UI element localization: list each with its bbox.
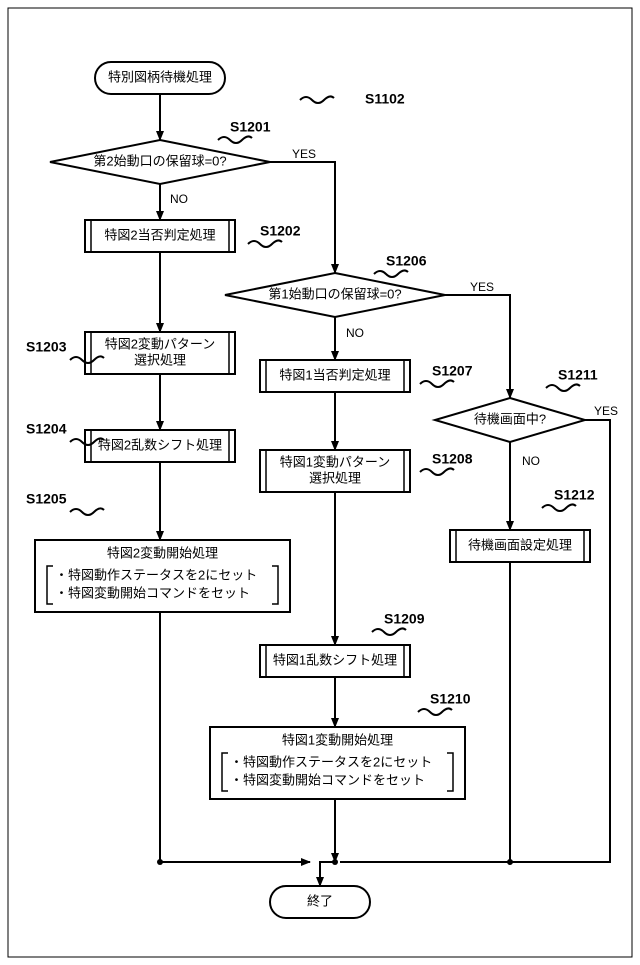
svg-text:特別図柄待機処理: 特別図柄待機処理 bbox=[108, 69, 212, 84]
svg-text:第1始動口の保留球=0?: 第1始動口の保留球=0? bbox=[268, 286, 401, 301]
process-p1203: 特図2変動パターン選択処理 bbox=[85, 332, 235, 374]
flow-arrow bbox=[340, 562, 510, 862]
process-p1202: 特図2当否判定処理 bbox=[85, 220, 235, 252]
svg-text:S1207: S1207 bbox=[432, 363, 473, 379]
squiggle bbox=[374, 270, 408, 277]
squiggle bbox=[248, 240, 282, 247]
svg-text:選択処理: 選択処理 bbox=[309, 470, 361, 485]
squiggle bbox=[372, 628, 406, 635]
squiggle bbox=[218, 136, 252, 143]
svg-text:NO: NO bbox=[170, 192, 188, 206]
svg-text:S1201: S1201 bbox=[230, 119, 271, 135]
squiggle bbox=[420, 468, 454, 475]
svg-text:特図2乱数シフト処理: 特図2乱数シフト処理 bbox=[98, 437, 222, 452]
svg-text:特図2当否判定処理: 特図2当否判定処理 bbox=[104, 227, 215, 242]
svg-text:特図1乱数シフト処理: 特図1乱数シフト処理 bbox=[273, 652, 397, 667]
svg-text:S1212: S1212 bbox=[554, 487, 595, 503]
svg-text:S1205: S1205 bbox=[26, 491, 67, 507]
svg-text:特図1変動パターン: 特図1変動パターン bbox=[280, 454, 391, 469]
process-p1207: 特図1当否判定処理 bbox=[260, 360, 410, 392]
svg-text:終了: 終了 bbox=[307, 893, 333, 908]
svg-text:S1204: S1204 bbox=[26, 421, 67, 437]
process-p1210: 特図1変動開始処理・特図動作ステータスを2にセット・特図変動開始コマンドをセット bbox=[210, 727, 465, 799]
svg-text:S1203: S1203 bbox=[26, 339, 67, 355]
process-p1208: 特図1変動パターン選択処理 bbox=[260, 450, 410, 492]
squiggle bbox=[418, 708, 452, 715]
process-p1212: 待機画面設定処理 bbox=[450, 530, 590, 562]
squiggle bbox=[420, 380, 454, 387]
svg-text:NO: NO bbox=[522, 454, 540, 468]
flowchart: 特別図柄待機処理終了 第2始動口の保留球=0? 第1始動口の保留球=0? 待機画面中?… bbox=[0, 0, 640, 965]
svg-text:S1210: S1210 bbox=[430, 691, 471, 707]
squiggle bbox=[300, 96, 334, 103]
svg-text:待機画面中?: 待機画面中? bbox=[474, 411, 546, 426]
svg-text:YES: YES bbox=[292, 147, 316, 161]
svg-text:S1209: S1209 bbox=[384, 611, 425, 627]
squiggle bbox=[70, 508, 104, 515]
flow-arrow bbox=[270, 162, 335, 273]
svg-text:特図1当否判定処理: 特図1当否判定処理 bbox=[279, 367, 390, 382]
svg-text:・特図変動開始コマンドをセット: ・特図変動開始コマンドをセット bbox=[55, 585, 250, 600]
squiggle bbox=[542, 504, 576, 511]
svg-text:・特図動作ステータスを2にセット: ・特図動作ステータスを2にセット bbox=[55, 567, 257, 582]
svg-text:待機画面設定処理: 待機画面設定処理 bbox=[468, 537, 572, 552]
svg-text:第2始動口の保留球=0?: 第2始動口の保留球=0? bbox=[93, 153, 226, 168]
svg-text:特図2変動開始処理: 特図2変動開始処理 bbox=[107, 545, 218, 560]
svg-text:特図2変動パターン: 特図2変動パターン bbox=[105, 336, 216, 351]
svg-text:YES: YES bbox=[594, 404, 618, 418]
svg-text:S1102: S1102 bbox=[365, 91, 405, 107]
svg-text:特図1変動開始処理: 特図1変動開始処理 bbox=[282, 732, 393, 747]
svg-text:S1208: S1208 bbox=[432, 451, 473, 467]
squiggle bbox=[546, 384, 580, 391]
svg-text:S1202: S1202 bbox=[260, 223, 301, 239]
flow-arrow bbox=[445, 295, 510, 398]
svg-text:S1211: S1211 bbox=[558, 367, 598, 383]
svg-text:NO: NO bbox=[346, 326, 364, 340]
svg-text:・特図変動開始コマンドをセット: ・特図変動開始コマンドをセット bbox=[230, 772, 425, 787]
svg-text:・特図動作ステータスを2にセット: ・特図動作ステータスを2にセット bbox=[230, 754, 432, 769]
svg-text:S1206: S1206 bbox=[386, 253, 427, 269]
svg-text:YES: YES bbox=[470, 280, 494, 294]
flow-arrow bbox=[320, 862, 335, 886]
svg-text:選択処理: 選択処理 bbox=[134, 352, 186, 367]
process-p1205: 特図2変動開始処理・特図動作ステータスを2にセット・特図変動開始コマンドをセット bbox=[35, 540, 290, 612]
process-p1204: 特図2乱数シフト処理 bbox=[85, 430, 235, 462]
process-p1209: 特図1乱数シフト処理 bbox=[260, 645, 410, 677]
